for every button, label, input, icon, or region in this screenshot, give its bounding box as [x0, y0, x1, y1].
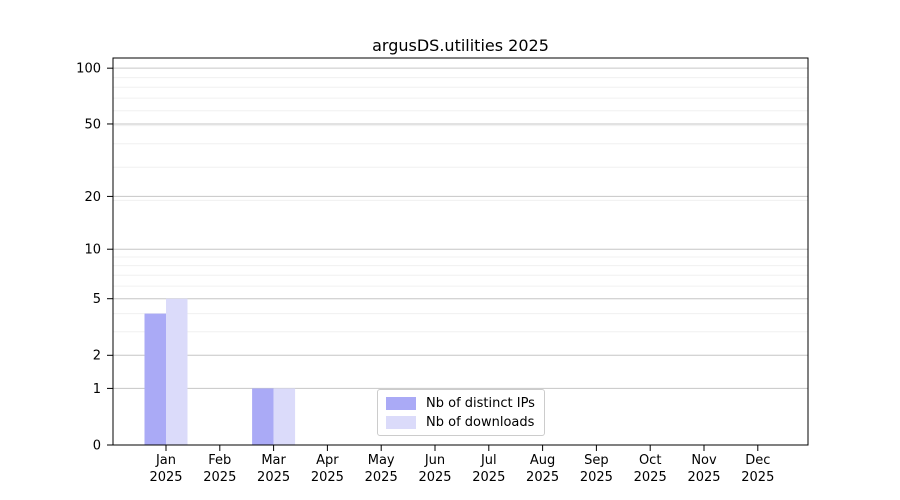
- legend-entry-distinct-ips: Nb of distinct IPs: [386, 395, 536, 411]
- x-tick-label-year: 2025: [687, 470, 720, 485]
- y-tick-label: 20: [84, 190, 101, 205]
- legend-label-distinct-ips: Nb of distinct IPs: [426, 395, 535, 411]
- x-tick-label-year: 2025: [418, 470, 451, 485]
- y-tick-label: 100: [76, 62, 101, 77]
- x-tick-label-month: Mar: [261, 453, 286, 468]
- bar-distinct-ips-mar: [252, 388, 274, 445]
- x-tick-label-year: 2025: [472, 470, 505, 485]
- x-tick-label-year: 2025: [634, 470, 667, 485]
- x-tick-label-month: Feb: [208, 453, 231, 468]
- bar-distinct-ips-jan: [144, 313, 166, 445]
- y-tick-label: 2: [93, 349, 101, 364]
- y-tick-label: 1: [93, 382, 101, 397]
- x-tick-label-month: Jul: [480, 453, 497, 468]
- x-tick-label-month: Oct: [639, 453, 661, 468]
- x-tick-label-year: 2025: [311, 470, 344, 485]
- axes-spines: [112, 57, 809, 446]
- bar-downloads-jan: [166, 298, 188, 445]
- x-tick-label-year: 2025: [365, 470, 398, 485]
- x-tick-label-year: 2025: [526, 470, 559, 485]
- x-tick-label-month: Nov: [691, 453, 717, 468]
- x-tick-label-year: 2025: [203, 470, 236, 485]
- x-tick-label-year: 2025: [149, 470, 182, 485]
- x-tick-label-year: 2025: [741, 470, 774, 485]
- x-tick-label-month: Dec: [745, 453, 770, 468]
- bar-downloads-mar: [273, 388, 296, 445]
- legend-label-downloads: Nb of downloads: [426, 414, 535, 430]
- y-tick-label: 10: [84, 243, 101, 258]
- y-tick-label: 5: [93, 292, 101, 307]
- chart-title: argusDS.utilities 2025: [372, 36, 549, 55]
- x-tick-label-month: Jun: [424, 453, 445, 468]
- legend-swatch-downloads: [386, 415, 416, 429]
- legend-entry-downloads: Nb of downloads: [386, 414, 536, 430]
- x-tick-label-year: 2025: [580, 470, 613, 485]
- y-tick-label: 0: [93, 438, 101, 453]
- legend-swatch-distinct-ips: [386, 396, 416, 410]
- x-tick-label-month: Sep: [584, 453, 609, 468]
- x-tick-label-month: Aug: [530, 453, 555, 468]
- x-tick-label-month: Apr: [316, 453, 339, 468]
- x-tick-label-month: Jan: [155, 453, 176, 468]
- legend: Nb of distinct IPs Nb of downloads: [377, 389, 545, 436]
- x-tick-label-month: May: [368, 453, 395, 468]
- y-tick-label: 50: [84, 117, 101, 132]
- x-tick-label-year: 2025: [257, 470, 290, 485]
